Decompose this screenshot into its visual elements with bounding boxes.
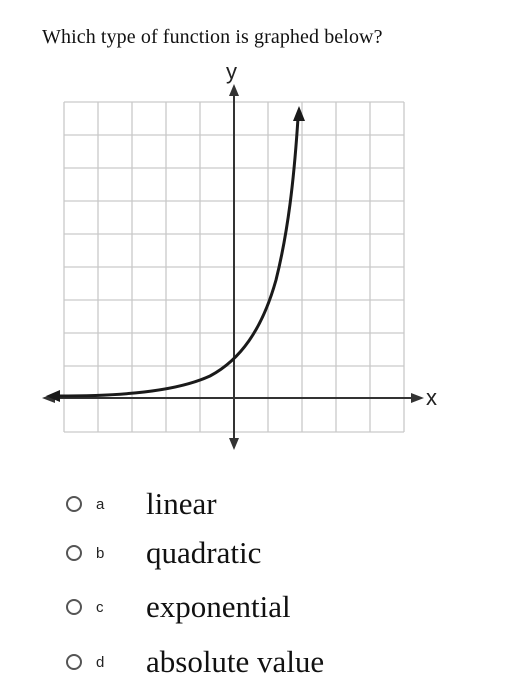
choice-text: exponential (146, 589, 291, 624)
function-graph: y x (42, 59, 437, 450)
radio-b[interactable] (66, 545, 82, 561)
x-axis-label: x (426, 385, 437, 410)
grid (63, 101, 405, 433)
x-axis-arrow-right (411, 393, 424, 403)
y-axis-arrow-up (229, 84, 239, 96)
choice-d[interactable]: d absolute value (66, 642, 486, 682)
radio-d[interactable] (66, 654, 82, 670)
axes (42, 84, 424, 450)
curve-arrow-left (46, 390, 60, 402)
choice-text: linear (146, 486, 217, 521)
y-axis-label: y (226, 59, 237, 84)
radio-c[interactable] (66, 599, 82, 615)
y-axis-arrow-down (229, 438, 239, 450)
choice-a[interactable]: a linear (66, 484, 486, 524)
choice-letter: c (96, 598, 104, 616)
exponential-curve (57, 117, 300, 398)
choice-letter: b (96, 544, 105, 562)
choice-text: quadratic (146, 535, 262, 570)
choice-c[interactable]: c exponential (66, 587, 486, 627)
radio-a[interactable] (66, 496, 82, 512)
curve-arrow-up (293, 106, 305, 121)
choice-b[interactable]: b quadratic (66, 533, 486, 573)
question-text: Which type of function is graphed below? (42, 26, 383, 48)
choice-text: absolute value (146, 644, 325, 679)
choice-letter: d (96, 653, 105, 671)
choice-letter: a (96, 495, 105, 513)
